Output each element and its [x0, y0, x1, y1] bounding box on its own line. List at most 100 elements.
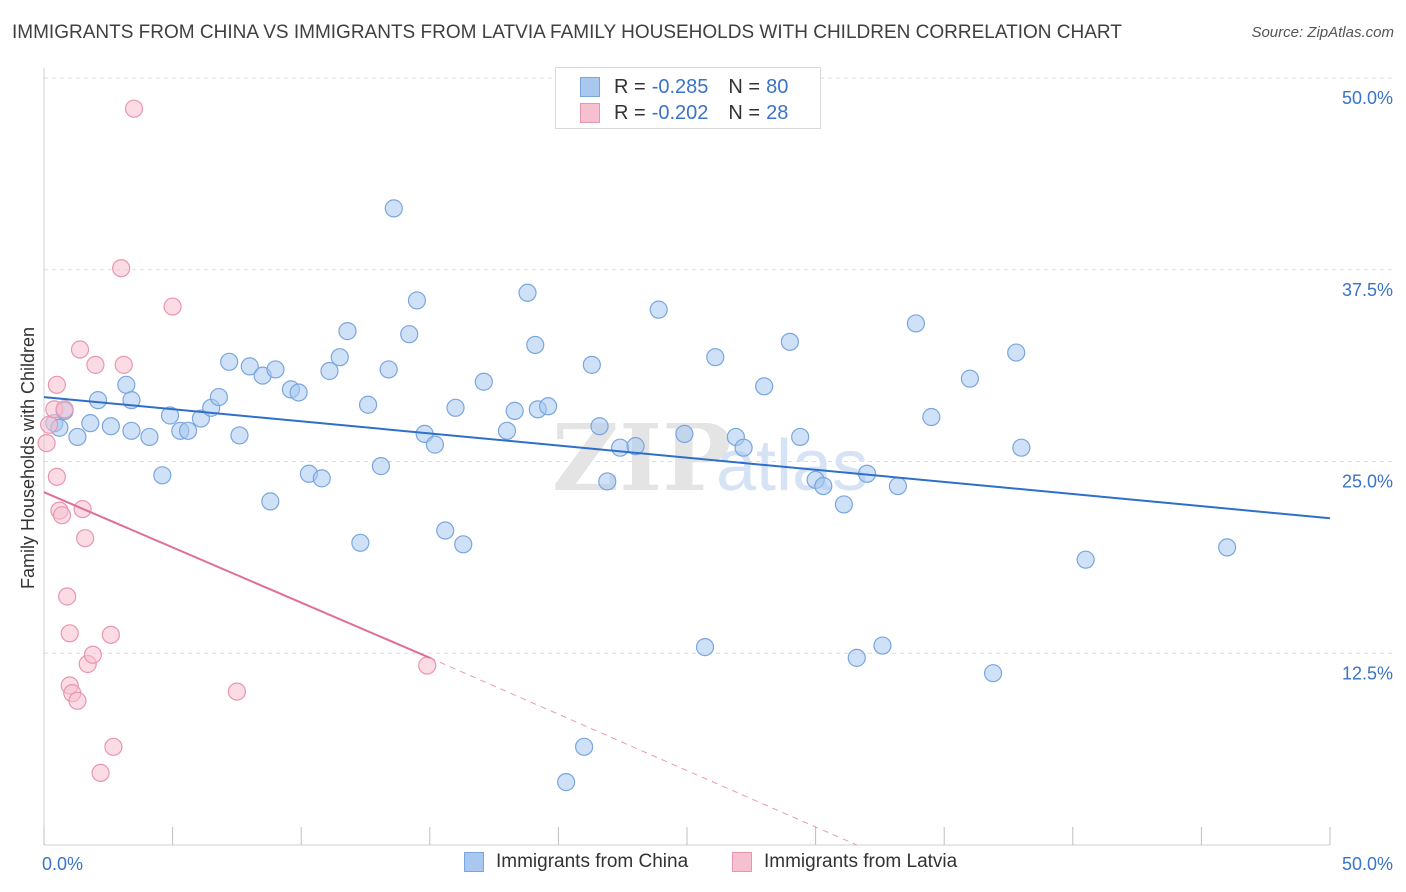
point-china — [791, 427, 810, 447]
point-china — [906, 314, 926, 333]
legend-swatch-china — [464, 852, 484, 872]
point-china — [526, 335, 545, 355]
point-latvia — [163, 297, 182, 316]
n-value: 80 — [766, 75, 789, 98]
point-china — [575, 737, 594, 756]
point-china — [474, 372, 493, 391]
point-china — [497, 421, 517, 440]
point-china — [960, 369, 980, 388]
point-china — [1076, 550, 1095, 569]
point-china — [330, 348, 349, 367]
data-points — [37, 99, 1237, 792]
watermark-zip: ZIP — [552, 404, 731, 512]
legend-row-latvia: R = -0.202 N = 28 — [580, 100, 788, 126]
trend-line-china — [43, 396, 1331, 520]
point-china — [407, 291, 427, 310]
point-china — [122, 421, 141, 440]
point-china — [695, 638, 715, 657]
point-latvia — [68, 691, 87, 710]
point-china — [209, 387, 228, 407]
axis-labels: 12.5% 25.0% 37.5% 50.0% 0.0% 50.0% Family Hous… — [18, 88, 1393, 874]
legend-row-china: R = -0.285 N = 80 — [580, 74, 788, 100]
point-china — [88, 391, 108, 410]
correlation-legend: R = -0.285 N = 80 R = -0.202 N = 28 — [555, 67, 821, 129]
point-china — [312, 469, 331, 488]
point-china — [230, 426, 249, 445]
point-china — [81, 414, 100, 433]
legend-label-latvia: Immigrants from Latvia — [764, 851, 958, 872]
point-china — [734, 438, 753, 457]
point-china — [384, 199, 403, 218]
legend-label-china: Immigrants from China — [496, 851, 689, 872]
point-china — [358, 395, 378, 414]
point-china — [626, 437, 645, 456]
point-china — [320, 361, 339, 381]
n-value: 28 — [766, 101, 789, 124]
point-china — [338, 322, 357, 341]
point-china — [101, 417, 120, 436]
point-china — [289, 383, 308, 402]
point-china — [425, 435, 445, 454]
x-tick-label-max: 50.0% — [1342, 854, 1393, 874]
point-china — [436, 521, 455, 540]
point-china — [68, 427, 87, 447]
legend-swatch-latvia — [732, 852, 752, 872]
point-china — [220, 352, 239, 371]
point-china — [590, 417, 609, 436]
y-tick-label: 37.5% — [1342, 280, 1393, 300]
point-china — [649, 300, 668, 319]
point-china — [454, 535, 473, 554]
y-tick-label: 12.5% — [1342, 663, 1393, 683]
point-china — [873, 636, 892, 655]
legend-swatch-latvia — [580, 103, 600, 123]
point-latvia — [76, 529, 95, 548]
point-china — [598, 472, 617, 491]
point-china — [140, 427, 159, 447]
point-china — [814, 476, 833, 496]
point-china — [178, 421, 198, 440]
point-china — [505, 401, 524, 420]
point-china — [160, 406, 180, 425]
point-china — [400, 325, 419, 344]
point-latvia — [86, 355, 105, 374]
trend-lines — [43, 396, 1331, 846]
series-legend: Immigrants from China Immigrants from La… — [0, 851, 1406, 877]
point-latvia — [227, 682, 246, 701]
trend-line-latvia — [43, 491, 431, 659]
point-china — [371, 457, 391, 476]
point-latvia — [124, 99, 144, 118]
point-latvia — [55, 400, 74, 419]
y-tick-label: 50.0% — [1342, 88, 1393, 108]
point-china — [557, 773, 576, 792]
n-label: N = — [728, 75, 761, 98]
r-label: R = — [614, 101, 646, 124]
point-china — [240, 357, 259, 376]
point-china — [983, 664, 1003, 683]
legend-swatch-china — [580, 77, 600, 97]
point-china — [518, 283, 537, 302]
point-latvia — [91, 763, 110, 783]
x-tick-label-min: 0.0% — [42, 854, 83, 874]
point-latvia — [60, 624, 79, 643]
y-axis-label: Family Households with Children — [18, 327, 38, 589]
n-label: N = — [728, 101, 761, 124]
r-value: -0.202 — [651, 101, 709, 124]
point-latvia — [52, 506, 72, 525]
point-latvia — [70, 340, 90, 359]
point-china — [117, 375, 136, 394]
point-china — [675, 424, 694, 443]
point-china — [266, 360, 285, 379]
point-china — [539, 397, 558, 416]
point-latvia — [58, 587, 77, 606]
point-china — [1012, 438, 1031, 457]
point-china — [834, 495, 853, 514]
point-china — [755, 377, 774, 396]
r-label: R = — [614, 75, 646, 98]
legend-item-latvia: Immigrants from Latvia — [732, 851, 957, 873]
point-china — [446, 398, 465, 417]
point-latvia — [40, 415, 59, 434]
trend-line-latvia-extension — [429, 657, 857, 846]
point-china — [351, 533, 370, 552]
point-china — [1007, 343, 1026, 362]
